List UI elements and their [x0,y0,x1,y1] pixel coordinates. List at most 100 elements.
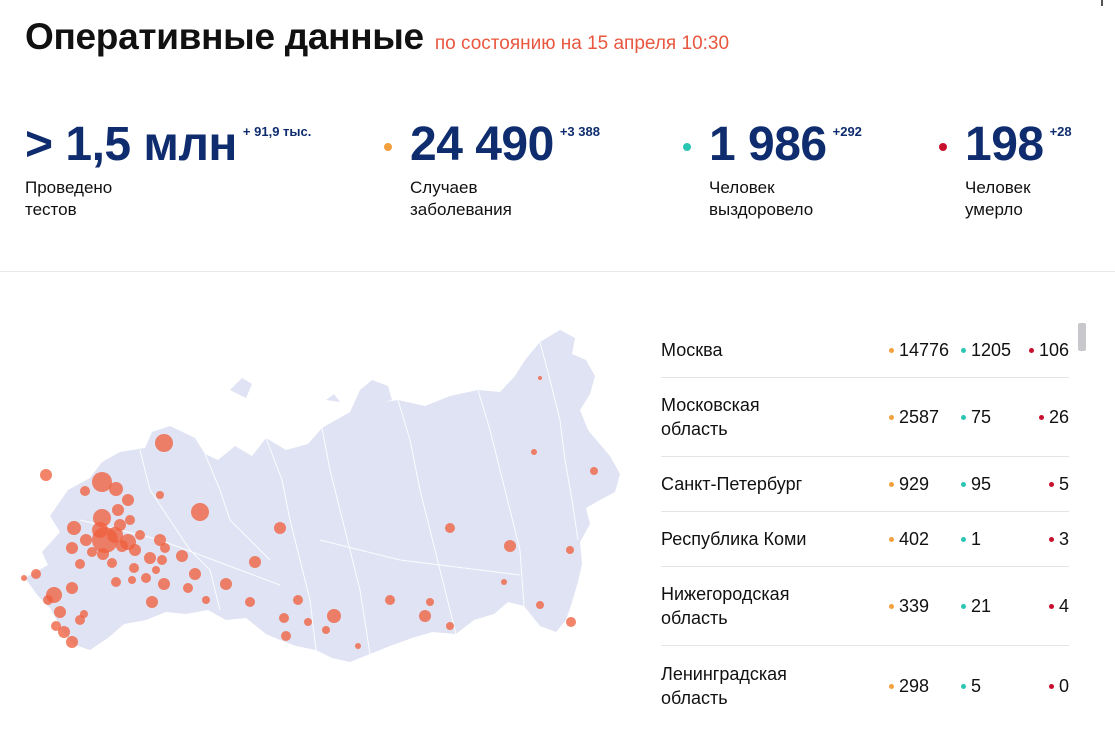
case-bubble[interactable] [304,618,312,626]
case-bubble[interactable] [146,596,158,608]
case-bubble[interactable] [445,523,455,533]
region-name: Московская область [661,395,760,439]
case-bubble[interactable] [92,472,112,492]
table-row[interactable]: Московская область 2587 75 26 [661,378,1069,457]
case-bubble[interactable] [144,552,156,564]
case-bubble[interactable] [245,597,255,607]
recovered-dot-icon [961,481,966,487]
case-bubble[interactable] [80,486,90,496]
case-bubble[interactable] [75,559,85,569]
case-bubble[interactable] [112,504,124,516]
case-bubble[interactable] [566,617,576,627]
cases-cell: 14776 [889,340,961,361]
case-bubble[interactable] [274,522,286,534]
case-bubble[interactable] [97,548,109,560]
section-divider [0,271,1115,272]
case-bubble[interactable] [501,579,507,585]
recovered-cell: 5 [961,676,1029,697]
stat-delta: +28 [1049,124,1072,139]
case-bubble[interactable] [446,622,454,630]
stat-delta: +292 [832,124,862,139]
case-bubble[interactable] [66,582,78,594]
case-bubble[interactable] [355,643,361,649]
case-bubble[interactable] [160,543,170,553]
case-bubble[interactable] [80,534,92,546]
case-bubble[interactable] [31,569,41,579]
table-row[interactable]: Санкт-Петербург 929 95 5 [661,457,1069,512]
case-bubble[interactable] [154,534,166,546]
case-bubble[interactable] [109,482,123,496]
case-bubble[interactable] [80,610,88,618]
deaths-cell: 26 [1029,407,1069,428]
case-bubble[interactable] [87,547,97,557]
case-bubble[interactable] [531,449,537,455]
case-bubble[interactable] [426,598,434,606]
case-bubble[interactable] [504,540,516,552]
case-bubble[interactable] [538,376,542,380]
case-bubble[interactable] [385,595,395,605]
island-shape [326,394,340,402]
case-bubble[interactable] [155,434,173,452]
taimyr-shape [350,380,392,412]
case-bubble[interactable] [58,626,70,638]
case-bubble[interactable] [54,606,66,618]
case-bubble[interactable] [40,469,52,481]
deaths-dot-icon [1048,536,1054,542]
stat-label: Случаев заболевания [410,178,512,219]
case-bubble[interactable] [66,636,78,648]
stat-value: 24 490 [410,118,554,171]
case-bubble[interactable] [293,595,303,605]
table-row[interactable]: Республика Коми 402 1 3 [661,512,1069,567]
case-bubble[interactable] [158,578,170,590]
case-bubble[interactable] [141,573,151,583]
deaths-dot-icon [1029,347,1034,353]
case-bubble[interactable] [249,556,261,568]
case-bubble[interactable] [281,631,291,641]
case-bubble[interactable] [202,596,210,604]
table-row[interactable]: Ленинградская область 298 5 0 [661,646,1069,726]
case-bubble[interactable] [46,587,62,603]
case-bubble[interactable] [157,555,167,565]
case-bubble[interactable] [176,550,188,562]
case-bubble[interactable] [322,626,330,634]
case-bubble[interactable] [128,576,136,584]
deaths-cell: 5 [1029,474,1069,495]
region-name: Москва [661,340,723,360]
case-bubble[interactable] [51,621,61,631]
deaths-dot-icon [1048,683,1054,689]
case-bubble[interactable] [566,546,574,554]
case-bubble[interactable] [107,558,117,568]
table-row[interactable]: Нижегородская область 339 21 4 [661,567,1069,646]
deaths-dot-icon [939,143,947,151]
case-bubble[interactable] [152,566,160,574]
case-bubble[interactable] [183,583,193,593]
region-name: Нижегородская область [661,584,790,628]
table-scrollbar[interactable] [1078,323,1086,351]
case-bubble[interactable] [419,610,431,622]
case-bubble[interactable] [191,503,209,521]
case-bubble[interactable] [114,519,126,531]
case-bubble[interactable] [125,515,135,525]
russia-map[interactable] [20,320,630,670]
case-bubble[interactable] [590,467,598,475]
page-header: Оперативные данные по состоянию на 15 ап… [25,16,729,58]
case-bubble[interactable] [129,563,139,573]
case-bubble[interactable] [67,521,81,535]
regions-table[interactable]: Москва 14776 1205 106 Московская область … [661,323,1069,726]
case-bubble[interactable] [135,530,145,540]
table-row[interactable]: Москва 14776 1205 106 [661,323,1069,378]
case-bubble[interactable] [107,527,123,543]
case-bubble[interactable] [536,601,544,609]
case-bubble[interactable] [21,575,27,581]
stat-tests: > 1,5 млн + 91,9 тыс. Проведено тестов [25,118,311,221]
case-bubble[interactable] [66,542,78,554]
case-bubble[interactable] [156,491,164,499]
cases-cell: 402 [889,529,961,550]
case-bubble[interactable] [122,494,134,506]
case-bubble[interactable] [120,534,136,550]
case-bubble[interactable] [111,577,121,587]
case-bubble[interactable] [220,578,232,590]
case-bubble[interactable] [189,568,201,580]
case-bubble[interactable] [327,609,341,623]
case-bubble[interactable] [279,613,289,623]
